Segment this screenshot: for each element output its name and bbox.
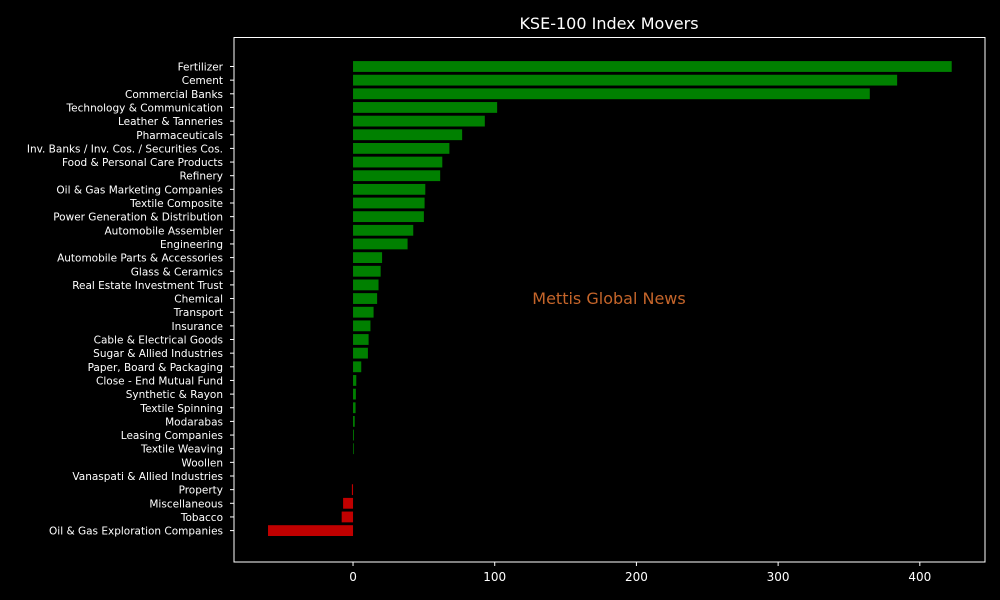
category-label-power-generation-distribution: Power Generation & Distribution [53,212,223,224]
category-label-vanaspati-allied-industries: Vanaspati & Allied Industries [72,471,223,483]
category-label-leather-tanneries: Leather & Tanneries [118,116,223,128]
plot-area [233,37,986,563]
category-label-oil-gas-exploration-companies: Oil & Gas Exploration Companies [49,526,223,538]
bar-oil-gas-marketing-companies [353,183,426,195]
category-label-textile-weaving: Textile Weaving [140,444,223,456]
category-label-textile-composite: Textile Composite [129,198,223,210]
bar-paper-board-packaging [353,361,362,373]
category-label-commercial-banks: Commercial Banks [125,89,223,101]
category-label-inv-banks-inv-cos-securities-cos: Inv. Banks / Inv. Cos. / Securities Cos. [27,143,223,155]
category-label-transport: Transport [173,307,223,319]
category-label-property: Property [179,485,223,497]
category-label-synthetic-rayon: Synthetic & Rayon [126,389,223,401]
x-tick-label-400: 400 [908,570,931,584]
category-label-glass-ceramics: Glass & Ceramics [131,266,223,278]
bar-power-generation-distribution [353,211,424,223]
x-tick-label-300: 300 [767,570,790,584]
bar-chemical [353,293,378,304]
bar-miscellaneous [343,497,354,509]
category-label-miscellaneous: Miscellaneous [149,498,223,510]
category-label-close-end-mutual-fund: Close - End Mutual Fund [96,375,223,387]
category-label-real-estate-investment-trust: Real Estate Investment Trust [72,280,223,292]
chart-title: KSE-100 Index Movers [519,14,698,33]
bar-sugar-allied-industries [353,347,368,359]
x-tick-label-200: 200 [625,570,648,584]
x-tick-label-0: 0 [349,570,357,584]
category-label-oil-gas-marketing-companies: Oil & Gas Marketing Companies [56,184,223,196]
x-tick-label-100: 100 [483,570,506,584]
bar-insurance [353,320,371,332]
x-axis-ticks-group: 0 100 200 300 400 [349,562,931,584]
bar-automobile-assembler [353,224,414,236]
category-label-sugar-allied-industries: Sugar & Allied Industries [93,348,223,360]
category-label-insurance: Insurance [171,321,223,333]
bar-pharmaceuticals [353,129,463,141]
category-label-cement: Cement [182,75,223,87]
bar-tobacco [341,511,354,523]
category-label-technology-communication: Technology & Communication [66,102,223,114]
bar-cement [353,74,898,86]
category-label-leasing-companies: Leasing Companies [121,430,223,442]
bar-transport [353,306,374,318]
category-label-paper-board-packaging: Paper, Board & Packaging [88,362,223,374]
category-label-woollen: Woollen [181,457,223,469]
bar-textile-composite [353,197,425,209]
bar-oil-gas-exploration-companies [268,525,354,536]
category-label-automobile-assembler: Automobile Assembler [105,225,224,237]
bar-property [351,484,354,496]
category-label-fertilizer: Fertilizer [178,62,224,74]
bar-inv-banks-inv-cos-securities-cos [353,143,450,154]
category-label-tobacco: Tobacco [180,512,223,524]
bar-leather-tanneries [353,115,485,127]
category-label-cable-electrical-goods: Cable & Electrical Goods [94,335,223,347]
category-label-refinery: Refinery [179,171,223,183]
bar-cable-electrical-goods [353,334,369,345]
category-label-pharmaceuticals: Pharmaceuticals [136,130,223,142]
bar-fertilizer [353,61,952,72]
bar-glass-ceramics [353,265,381,277]
category-label-automobile-parts-accessories: Automobile Parts & Accessories [57,253,223,265]
bar-close-end-mutual-fund [353,375,357,386]
bar-commercial-banks [353,88,870,100]
bar-modarabas [353,416,355,427]
category-label-modarabas: Modarabas [165,416,223,428]
bar-engineering [353,238,408,250]
category-label-engineering: Engineering [160,239,223,251]
category-label-chemical: Chemical [174,294,223,306]
bar-real-estate-investment-trust [353,279,379,291]
bars-group [268,61,952,536]
bar-technology-communication [353,102,498,113]
category-label-textile-spinning: Textile Spinning [139,403,223,415]
bar-refinery [353,170,441,182]
watermark: Mettis Global News [532,289,685,308]
bar-textile-weaving [353,443,354,455]
bar-automobile-parts-accessories [353,252,383,263]
category-label-food-personal-care-products: Food & Personal Care Products [62,157,223,169]
bar-textile-spinning [353,402,356,414]
bar-food-personal-care-products [353,156,443,168]
bar-leasing-companies [353,429,354,441]
bar-synthetic-rayon [353,388,356,400]
